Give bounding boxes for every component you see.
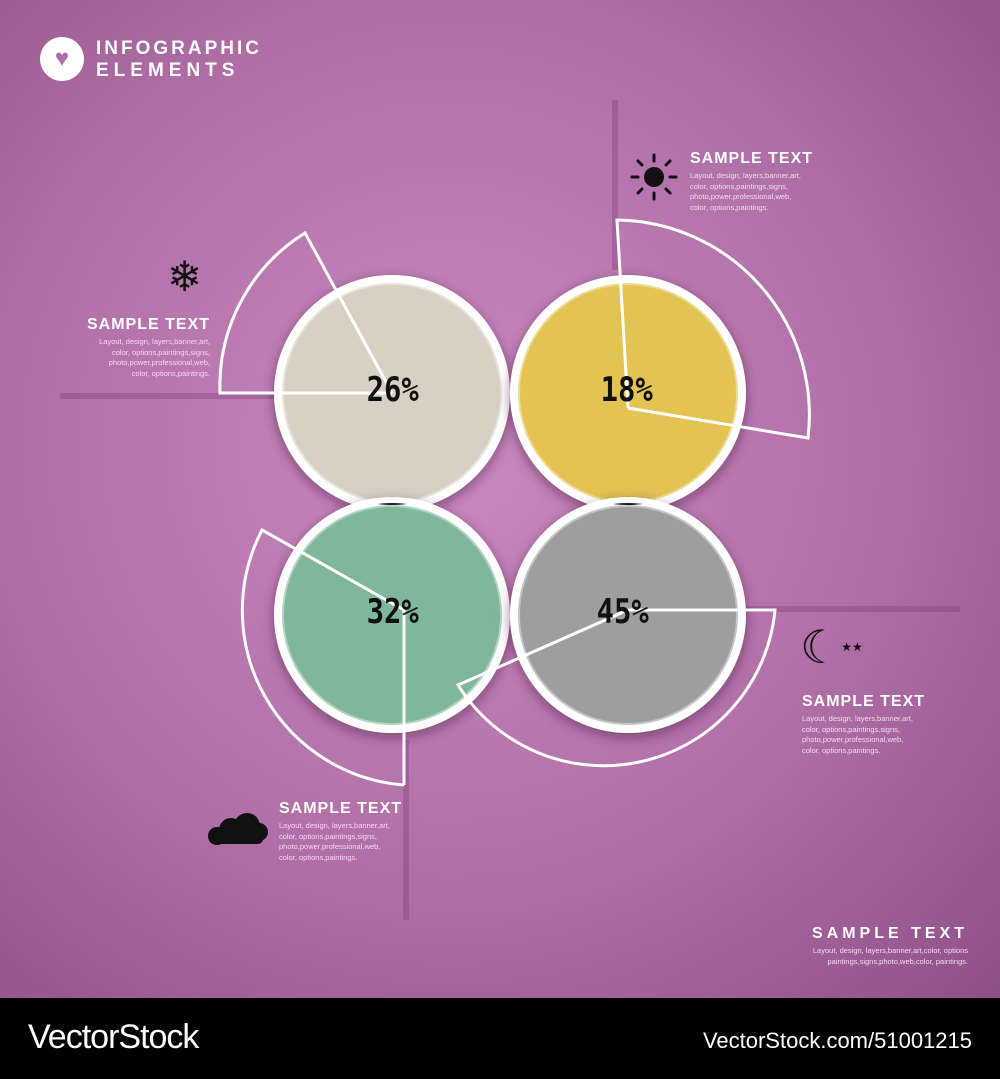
footer-bar: VectorStock VectorStock.com/51001215 <box>0 998 1000 1079</box>
watermark-id: VectorStock.com/51001215 <box>702 1028 972 1053</box>
title-line-1: INFOGRAPHIC <box>96 38 262 59</box>
shadow-line <box>403 740 409 920</box>
text-block: SAMPLE TEXT Layout, design, layers,banne… <box>80 316 210 379</box>
percent-wedge-outline <box>218 230 394 395</box>
watermark-brand: VectorStock <box>28 1018 199 1056</box>
bottom-text-block: SAMPLE TEXT Layout, design, layers,banne… <box>812 925 968 967</box>
sun-icon <box>630 153 678 201</box>
cloud-icon <box>208 813 268 845</box>
text-block: SAMPLE TEXT Layout, design, layers,banne… <box>690 150 820 213</box>
heart-icon: ♥ <box>40 37 84 81</box>
percent-wedge-outline <box>615 218 811 440</box>
block-title: SAMPLE TEXT <box>811 925 968 942</box>
text-block: SAMPLE TEXT Layout, design, layers,banne… <box>279 800 409 863</box>
percent-label: 32% <box>366 592 419 632</box>
infographic-canvas: ♥ INFOGRAPHIC ELEMENTS 26% 18% 32% 45% ❄… <box>0 0 1000 998</box>
percent-wedge-outline <box>455 608 777 768</box>
percent-label: 26% <box>366 370 419 410</box>
block-desc: Layout, design, layers,banner,art,color,… <box>279 821 390 862</box>
block-title: SAMPLE TEXT <box>86 316 210 333</box>
shadow-line <box>612 100 618 270</box>
block-title: SAMPLE TEXT <box>802 693 926 710</box>
block-desc: Layout, design, layers,banner,art,color,… <box>802 714 913 755</box>
logo-title: INFOGRAPHIC ELEMENTS <box>96 38 262 82</box>
block-desc: Layout, design, layers,banner,art,color,… <box>812 946 968 966</box>
percent-label: 18% <box>600 370 653 410</box>
title-line-2: ELEMENTS <box>96 60 240 81</box>
snowflake-icon: ❄ <box>167 253 203 300</box>
text-block: SAMPLE TEXT Layout, design, layers,banne… <box>802 693 932 756</box>
circle-fill <box>282 505 502 725</box>
block-title: SAMPLE TEXT <box>690 150 814 167</box>
percent-wedge-outline <box>240 527 406 787</box>
block-title: SAMPLE TEXT <box>279 800 403 817</box>
block-desc: Layout, design, layers,banner,art,color,… <box>99 337 210 378</box>
block-desc: Layout, design, layers,banner,art,color,… <box>690 171 801 212</box>
circles-diagram <box>60 100 960 920</box>
shadow-line <box>740 606 960 612</box>
moon-stars-icon: ☾★★ <box>800 621 863 673</box>
circle-fill <box>518 505 738 725</box>
percent-label: 45% <box>596 592 649 632</box>
shadow-line <box>60 393 275 399</box>
